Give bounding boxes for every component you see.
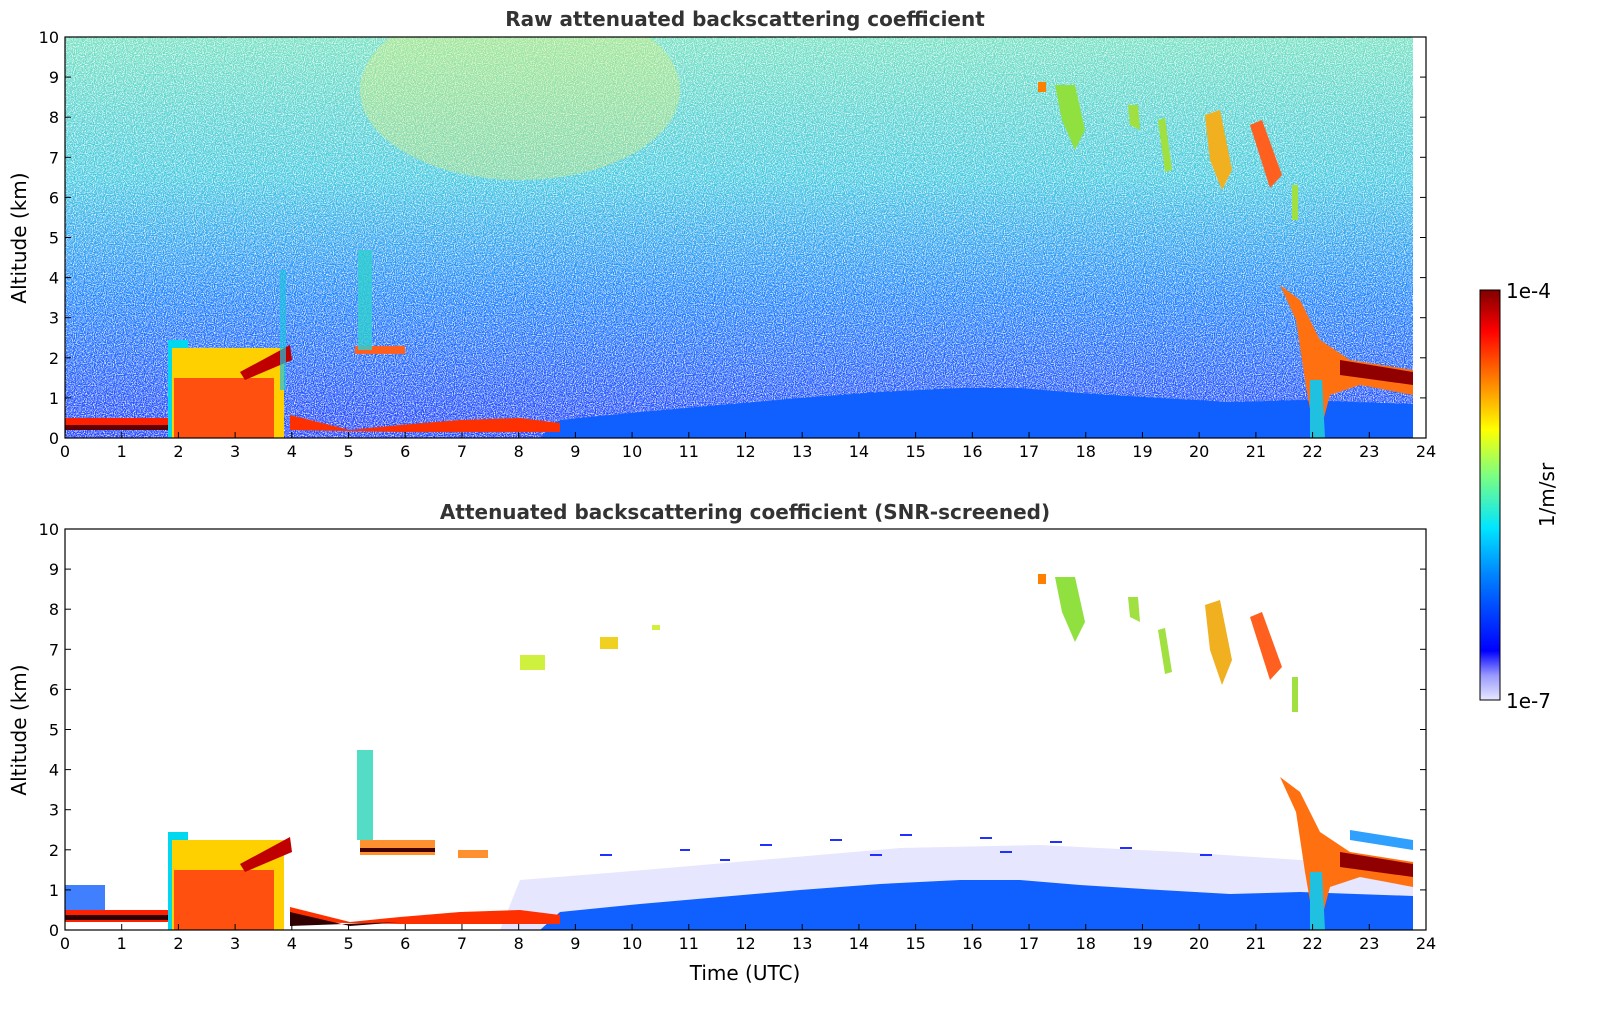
panel1-ylabel: Altitude (km) (7, 172, 31, 303)
panel2-ytick-label: 0 (49, 921, 59, 940)
panel1-xtick-label: 5 (343, 442, 353, 461)
panel2-cirrus-2 (1205, 600, 1232, 685)
panel2-xtick-label: 1 (117, 934, 127, 953)
panel1-xtick-label: 11 (679, 442, 699, 461)
panel1-xtick-label: 0 (60, 442, 70, 461)
panel1-xtick-label: 20 (1189, 442, 1209, 461)
panel2-xtick-label: 11 (679, 934, 699, 953)
colorbar-gradient (1479, 289, 1501, 701)
panel2-xtick-label: 15 (905, 934, 925, 953)
panel2-xtick-label: 23 (1359, 934, 1379, 953)
panel1-xtick-label: 1 (117, 442, 127, 461)
panel1-dense-layer (174, 378, 274, 438)
panel2-cirrus-1 (1055, 577, 1085, 642)
panel1-xtick-label: 10 (622, 442, 642, 461)
panel2-xtick-label: 19 (1132, 934, 1152, 953)
panel1-ytick-label: 10 (39, 28, 59, 47)
panel1-title: Raw attenuated backscattering coefficien… (505, 7, 985, 31)
panel2-ytick-label: 8 (49, 600, 59, 619)
panel1-ytick-label: 5 (49, 229, 59, 248)
colorbar: 1e-4 1e-7 1/m/sr (1479, 279, 1559, 713)
panel1-boundary-layer (540, 388, 1413, 438)
panel1-cirrus-1 (1055, 85, 1085, 150)
panel1-heatmap (65, 37, 1413, 438)
panel2-ytick-label: 1 (49, 881, 59, 900)
colorbar-max-label: 1e-4 (1506, 279, 1551, 303)
panel2-xtick-label: 9 (570, 934, 580, 953)
panel2-xtick-label: 12 (735, 934, 755, 953)
panel2-xtick-label: 7 (457, 934, 467, 953)
panel2-ytick-label: 6 (49, 680, 59, 699)
panel1-xtick-label: 22 (1302, 442, 1322, 461)
panel1-xtick-label: 24 (1416, 442, 1436, 461)
panel1-xtick-label: 21 (1246, 442, 1266, 461)
panel2-xtick-label: 14 (849, 934, 869, 953)
panel1-xtick-label: 9 (570, 442, 580, 461)
panel1-xtick-label: 19 (1132, 442, 1152, 461)
panel2-xtick-label: 18 (1076, 934, 1096, 953)
panel1-xtick-label: 2 (173, 442, 183, 461)
panel2-xtick-label: 21 (1246, 934, 1266, 953)
panel1-xtick-label: 16 (962, 442, 982, 461)
panel2-xtick-label: 5 (343, 934, 353, 953)
panel1-xtick-label: 17 (1019, 442, 1039, 461)
panel1-aerosol-layer (290, 415, 560, 432)
panel2-xtick-label: 10 (622, 934, 642, 953)
panel2-heatmap (65, 574, 1413, 930)
panel2-aerosol-layer (290, 907, 560, 924)
panel2-ticks: 0 1 2 3 4 5 6 7 8 9 10 11 12 13 14 15 16 17 18 19 20 21 22 23 24… (39, 520, 1437, 953)
panel2-xtick-label: 20 (1189, 934, 1209, 953)
panel2-xtick-label: 16 (962, 934, 982, 953)
panel1-ytick-label: 3 (49, 309, 59, 328)
panel2-xtick-label: 24 (1416, 934, 1436, 953)
panel1-ytick-label: 9 (49, 68, 59, 87)
panel2-dense-layer (174, 870, 274, 930)
panel1-ytick-label: 6 (49, 188, 59, 207)
panel1-xtick-label: 23 (1359, 442, 1379, 461)
panel2-xtick-label: 0 (60, 934, 70, 953)
panel1-ytick-label: 1 (49, 389, 59, 408)
panel2-xtick-label: 3 (230, 934, 240, 953)
colorbar-unit-label: 1/m/sr (1535, 462, 1559, 527)
panel1-ytick-label: 0 (49, 429, 59, 448)
panel2-xtick-label: 6 (400, 934, 410, 953)
panel2-ytick-label: 2 (49, 841, 59, 860)
panel2-xlabel: Time (UTC) (689, 961, 801, 985)
panel2-xtick-label: 13 (792, 934, 812, 953)
panel1-ytick-label: 7 (49, 148, 59, 167)
panel2-ytick-label: 9 (49, 560, 59, 579)
panel1-xtick-label: 18 (1076, 442, 1096, 461)
panel2-xtick-label: 4 (287, 934, 297, 953)
panel2-ytick-label: 3 (49, 801, 59, 820)
panel1-ytick-label: 2 (49, 349, 59, 368)
panel1-ticks: 0 1 2 3 4 5 6 7 8 9 10 11 12 13 14 15 16 17 18 19 20 21 22 23 24… (39, 28, 1437, 461)
panel1-ytick-label: 4 (49, 269, 59, 288)
panel1-xtick-label: 3 (230, 442, 240, 461)
panel2-ytick-label: 7 (49, 640, 59, 659)
panel1-cirrus-2 (1205, 110, 1232, 190)
panel2-ytick-label: 4 (49, 761, 59, 780)
panel1-xtick-label: 6 (400, 442, 410, 461)
panel1-xtick-label: 13 (792, 442, 812, 461)
panel2-ytick-label: 10 (39, 520, 59, 539)
panel1-xtick-label: 7 (457, 442, 467, 461)
panel2-boundary-layer (540, 880, 1413, 930)
panel1-ytick-label: 8 (49, 108, 59, 127)
panel2-xtick-label: 2 (173, 934, 183, 953)
panel1-xtick-label: 4 (287, 442, 297, 461)
panel2-ylabel: Altitude (km) (7, 664, 31, 795)
panel1-xtick-label: 14 (849, 442, 869, 461)
panel1-xtick-label: 12 (735, 442, 755, 461)
panel2-xtick-label: 22 (1302, 934, 1322, 953)
panel2-title: Attenuated backscattering coefficient (S… (440, 500, 1050, 524)
panel1-xtick-label: 8 (514, 442, 524, 461)
panel2-xtick-label: 8 (514, 934, 524, 953)
panel2-xtick-label: 17 (1019, 934, 1039, 953)
panel2-ytick-label: 5 (49, 721, 59, 740)
colorbar-min-label: 1e-7 (1506, 689, 1551, 713)
panel1-xtick-label: 15 (905, 442, 925, 461)
